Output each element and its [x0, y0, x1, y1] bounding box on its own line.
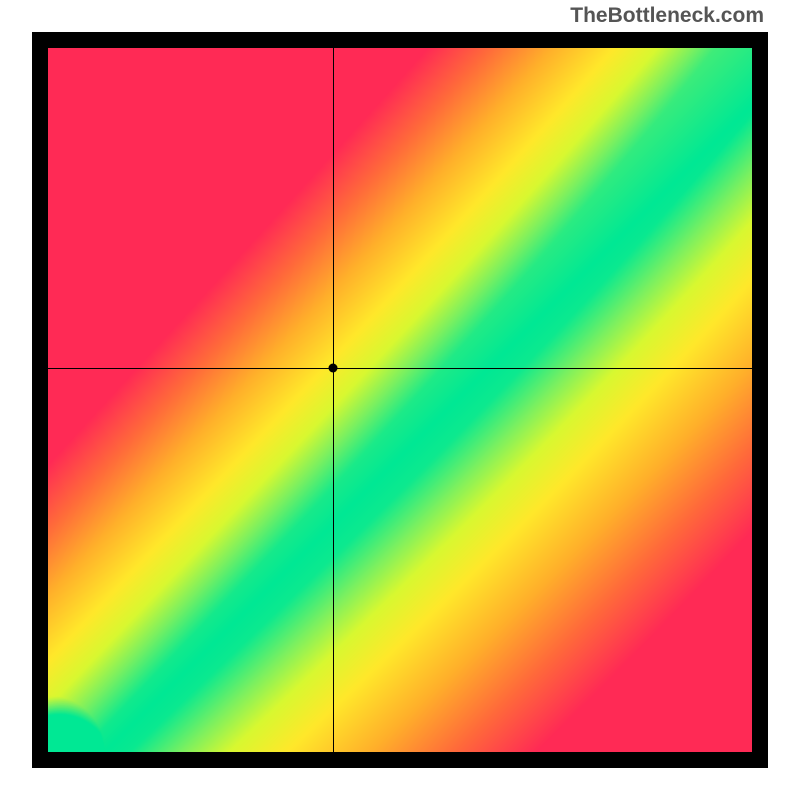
chart-container: TheBottleneck.com [0, 0, 800, 800]
crosshair-vertical [333, 48, 334, 752]
chart-frame [32, 32, 768, 768]
watermark-text: TheBottleneck.com [570, 4, 764, 28]
crosshair-marker [329, 364, 338, 373]
plot-area [48, 48, 752, 752]
crosshair-horizontal [48, 368, 752, 369]
heatmap-canvas [48, 48, 752, 752]
